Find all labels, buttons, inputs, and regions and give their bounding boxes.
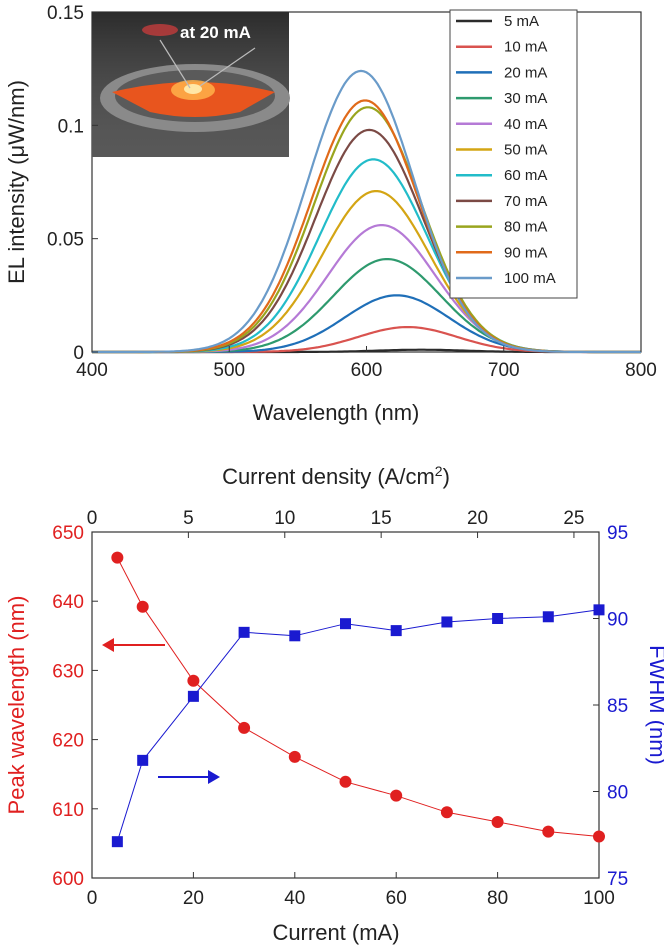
spectrum-y-tick-label: 0.15	[47, 3, 84, 24]
current-density-tick-label: 20	[467, 508, 488, 529]
peak-wavelength-point	[136, 600, 149, 613]
spectrum-chart: at 20 mA 5 mA 10 mA 20 mA 30 mA 40 mA 50 mA 60…	[4, 3, 657, 425]
fwhm-point	[542, 611, 554, 623]
current-density-tick-label: 15	[371, 508, 392, 529]
fwhm-point	[441, 616, 453, 628]
current-density-tick-label: 25	[563, 508, 584, 529]
legend-label: 50 mA	[504, 142, 547, 159]
fwhm-point	[289, 630, 301, 642]
spectrum-x-tick-label: 500	[213, 360, 245, 381]
spectrum-y-tick-label: 0.05	[47, 230, 84, 251]
current-tick-label: 60	[386, 888, 407, 909]
peak-fwhm-series	[111, 551, 605, 848]
spectrum-series-line	[92, 69, 641, 354]
legend-label: 5 mA	[504, 13, 539, 30]
fwhm-point	[137, 754, 149, 766]
peak-wavelength-point	[440, 806, 453, 819]
legend-label: 90 mA	[504, 244, 547, 261]
current-density-title-end: )	[443, 464, 450, 489]
spectrum-y-axis-title: EL intensity (μW/nm)	[4, 80, 29, 284]
current-tick-label: 0	[87, 888, 98, 909]
peak-fwhm-plot-frame	[91, 531, 600, 879]
legend-box	[449, 9, 578, 299]
legend-label: 70 mA	[504, 193, 547, 210]
spectrum-y-tick-label: 0.1	[58, 116, 84, 137]
peak-wavelength-point	[187, 674, 200, 687]
current-density-tick-label: 5	[183, 508, 194, 529]
current-tick-label: 40	[284, 888, 305, 909]
current-density-tick-label: 10	[274, 508, 295, 529]
spectrum-x-tick-label: 700	[488, 360, 520, 381]
fwhm-tick-label: 75	[607, 869, 628, 890]
legend-label: 80 mA	[504, 219, 547, 236]
legend-items: 5 mA 10 mA 20 mA 30 mA 40 mA 50 mA 60 mA 70 mA 8…	[456, 13, 556, 287]
fwhm-tick-label: 95	[607, 523, 628, 544]
current-tick-label: 100	[583, 888, 615, 909]
spectrum-series-line	[92, 294, 641, 354]
fwhm-point	[492, 613, 504, 624]
peak-fwhm-axes: 0 20 40 60 80 100 0 5 10 15 20 25 600 610 620 630 640 650…	[52, 508, 628, 909]
legend-label: 30 mA	[504, 90, 547, 107]
spectrum-legend: 5 mA 10 mA 20 mA 30 mA 40 mA 50 mA 60 mA 70 mA 8…	[449, 9, 578, 299]
legend-label: 60 mA	[504, 167, 547, 184]
peak-tick-label: 640	[52, 592, 84, 613]
spectrum-x-axis-title: Wavelength (nm)	[253, 400, 420, 425]
legend-label: 40 mA	[504, 116, 547, 133]
current-density-title-sup: 2	[435, 463, 443, 479]
peak-fwhm-chart: 0 20 40 60 80 100 0 5 10 15 20 25 600 610 620 630 640 650…	[4, 463, 664, 945]
spectrum-x-tick-label: 400	[76, 360, 108, 381]
peak-wavelength-point	[339, 775, 352, 788]
peak-tick-label: 630	[52, 661, 84, 682]
peak-tick-label: 620	[52, 731, 84, 752]
peak-wavelength-point	[542, 825, 555, 838]
fwhm-point	[187, 690, 199, 702]
fwhm-tick-label: 90	[607, 610, 628, 631]
peak-wavelength-axis-title: Peak wavelength (nm)	[4, 596, 29, 815]
fwhm-point	[111, 836, 123, 848]
current-tick-label: 80	[487, 888, 508, 909]
inset-photo-caption: at 20 mA	[180, 23, 251, 42]
fwhm-tick-label: 80	[607, 783, 628, 804]
current-tick-label: 20	[183, 888, 204, 909]
peak-axis-arrow	[102, 638, 165, 652]
spectrum-x-tick-label: 600	[351, 360, 383, 381]
fwhm-point	[340, 618, 351, 630]
fwhm-axis-title: FWHM (nm)	[645, 645, 664, 765]
current-density-tick-label: 0	[87, 508, 98, 529]
peak-wavelength-point	[593, 830, 605, 843]
peak-wavelength-point	[111, 551, 124, 564]
peak-wavelength-point	[390, 789, 403, 802]
peak-tick-label: 600	[52, 869, 84, 890]
peak-wavelength-point	[288, 750, 301, 763]
peak-tick-label: 650	[52, 523, 84, 544]
fwhm-point	[238, 626, 250, 638]
spectrum-axes: 400 500 600 700 800 0 0.05 0.1 0.15	[47, 3, 657, 381]
spectrum-curves	[92, 69, 641, 354]
legend-label: 10 mA	[504, 39, 547, 56]
fwhm-point	[593, 604, 605, 616]
fwhm-tick-label: 85	[607, 696, 628, 717]
fwhm-axis-arrow	[158, 770, 220, 784]
peak-wavelength-point	[491, 815, 504, 828]
fwhm-point	[390, 625, 402, 637]
fwhm-line	[116, 609, 600, 842]
peak-wavelength-point	[238, 721, 251, 734]
legend-label: 100 mA	[504, 270, 556, 287]
current-density-axis-title: Current density (A/cm2)	[222, 463, 450, 489]
legend-label: 20 mA	[504, 64, 547, 81]
current-density-title-main: Current density (A/cm	[222, 464, 435, 489]
current-axis-title: Current (mA)	[272, 920, 399, 945]
spectrum-x-tick-label: 800	[625, 360, 657, 381]
peak-tick-label: 610	[52, 800, 84, 821]
inset-photo: at 20 mA	[92, 12, 290, 157]
spectrum-y-tick-label: 0	[73, 343, 84, 364]
